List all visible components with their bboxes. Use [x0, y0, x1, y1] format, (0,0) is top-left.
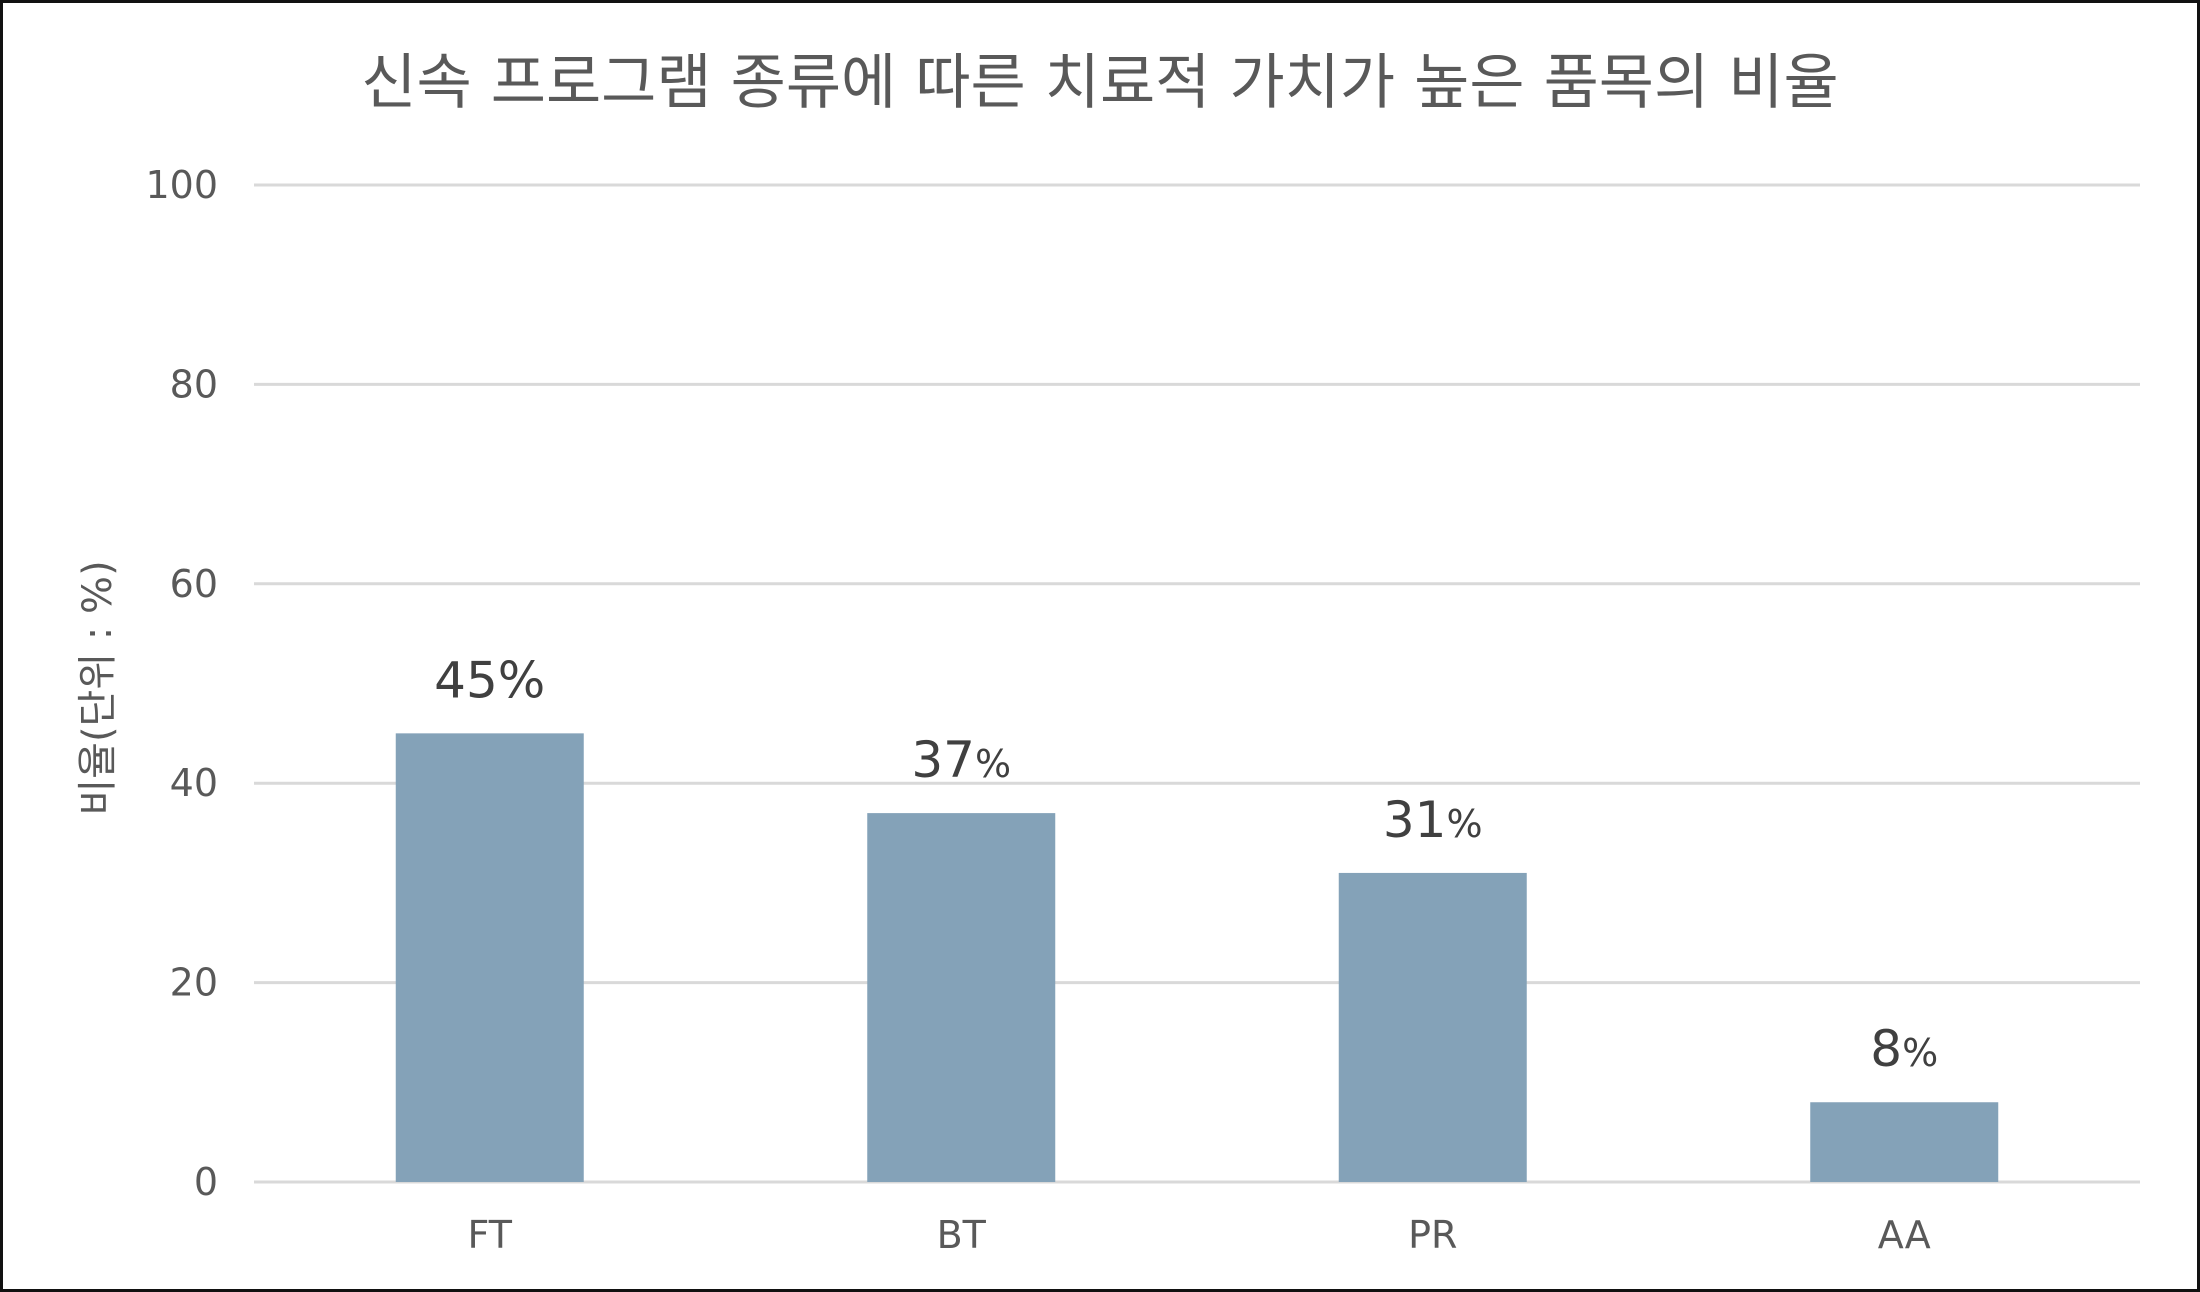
data-label-value: 8: [1870, 1020, 1902, 1078]
y-axis-ticks: 0 20 40 60 80 100: [145, 163, 218, 1204]
data-label-bt: 37%: [911, 731, 1011, 789]
data-label-value: 45: [434, 651, 498, 709]
bar-bt: [867, 813, 1056, 1182]
data-label-value: 31: [1383, 791, 1447, 849]
data-label-value: 37: [911, 731, 975, 789]
x-category-label: AA: [1878, 1213, 1931, 1257]
data-label-aa: 8%: [1870, 1020, 1938, 1078]
data-label-ft: 45%: [434, 651, 545, 709]
bar-pr: [1338, 872, 1527, 1182]
data-label-unit: %: [1902, 1031, 1938, 1075]
y-axis-label: 비율(단위 : %): [75, 560, 121, 815]
y-tick-label: 20: [170, 961, 218, 1005]
y-tick-label: 80: [170, 362, 218, 406]
bar-ft: [395, 733, 584, 1182]
x-axis-categories: FT BT PR AA: [468, 1213, 1931, 1257]
data-label-unit: %: [498, 651, 546, 709]
chart-title: 신속 프로그램 종류에 따른 치료적 가치가 높은 품목의 비율: [361, 48, 1838, 118]
bar-chart: 신속 프로그램 종류에 따른 치료적 가치가 높은 품목의 비율 비율(단위 :…: [75, 48, 2140, 1257]
y-tick-label: 100: [145, 163, 218, 207]
bars: [395, 733, 1999, 1182]
x-category-label: PR: [1408, 1213, 1457, 1257]
data-label-pr: 31%: [1383, 791, 1483, 849]
data-label-unit: %: [975, 742, 1011, 786]
x-category-label: BT: [937, 1213, 987, 1257]
x-category-label: FT: [468, 1213, 513, 1257]
bar-aa: [1810, 1102, 1999, 1182]
data-labels: 45%37%31%8%: [434, 651, 1938, 1078]
data-label-unit: %: [1447, 802, 1483, 846]
y-tick-label: 60: [170, 562, 218, 606]
y-tick-label: 0: [194, 1160, 218, 1204]
y-tick-label: 40: [170, 761, 218, 805]
